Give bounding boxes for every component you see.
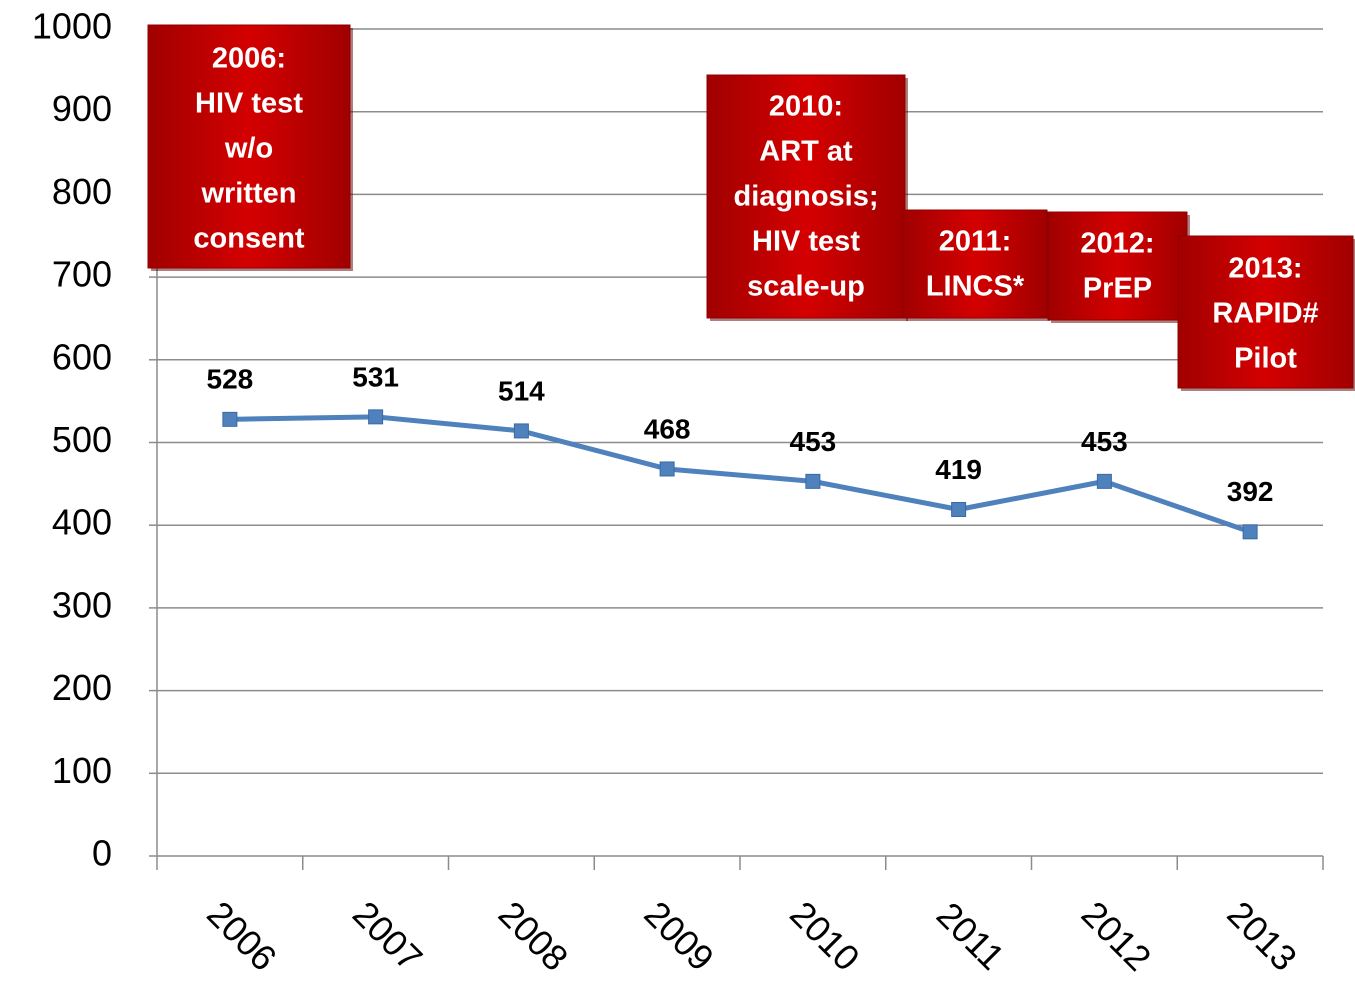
annotation-text: LINCS* <box>926 271 1025 303</box>
marker <box>1096 473 1112 489</box>
y-tick-label: 800 <box>52 171 112 212</box>
y-tick-label: 400 <box>52 502 112 543</box>
annotation-text: diagnosis; <box>733 181 878 213</box>
annotation-text: ART at <box>759 136 853 168</box>
y-tick-label: 900 <box>52 88 112 129</box>
data-label: 531 <box>352 361 399 392</box>
annotation-box <box>902 209 1048 319</box>
marker <box>222 411 238 427</box>
marker <box>951 501 967 517</box>
data-label: 419 <box>935 454 982 485</box>
marker <box>659 461 675 477</box>
annotation-box <box>1177 235 1354 389</box>
marker <box>368 409 384 425</box>
data-label: 514 <box>498 375 545 406</box>
y-tick-label: 600 <box>52 336 112 377</box>
data-label: 453 <box>1081 426 1128 457</box>
annotation-text: Pilot <box>1234 343 1297 375</box>
y-tick-label: 1000 <box>32 6 112 47</box>
annotation-text: 2012: <box>1080 228 1154 260</box>
annotation-text: HIV test <box>195 88 303 120</box>
y-tick-label: 100 <box>52 750 112 791</box>
data-label: 468 <box>644 413 691 444</box>
annotation-text: HIV test <box>752 226 860 258</box>
line <box>229 414 1251 535</box>
annotation-text: 2011: <box>939 226 1012 258</box>
annotation-text: w/o <box>224 133 273 165</box>
x-tick-label: 2009 <box>636 893 722 979</box>
data-label: 528 <box>207 364 254 395</box>
annotation-box <box>706 74 906 319</box>
x-tick-label: 2006 <box>199 893 285 979</box>
y-tick-label: 700 <box>52 254 112 295</box>
annotation-text: PrEP <box>1083 273 1152 305</box>
y-tick-label: 200 <box>52 667 112 708</box>
annotation-text: RAPID# <box>1212 298 1318 330</box>
annotation-text: 2010: <box>769 91 843 123</box>
data-label: 453 <box>790 426 837 457</box>
y-tick-label: 500 <box>52 419 112 460</box>
x-tick-label: 2013 <box>1219 893 1305 979</box>
annotation-box <box>147 24 351 269</box>
annotation-text: 2013: <box>1228 253 1302 285</box>
annotation-text: 2006: <box>212 43 286 75</box>
marker <box>805 473 821 489</box>
x-tick-label: 2010 <box>782 893 868 979</box>
annotation-text: scale-up <box>747 271 865 303</box>
y-tick-label: 300 <box>52 584 112 625</box>
x-tick-label: 2008 <box>491 893 577 979</box>
x-tick-label: 2012 <box>1074 893 1160 979</box>
marker <box>1242 524 1258 540</box>
x-tick-label: 2011 <box>929 894 1013 978</box>
annotation-text: written <box>200 178 296 210</box>
x-tick-label: 2007 <box>345 893 431 979</box>
data-label: 392 <box>1227 476 1274 507</box>
y-tick-label: 0 <box>92 833 112 874</box>
annotation-text: consent <box>193 223 305 255</box>
annotation-box <box>1047 211 1188 321</box>
marker <box>513 423 529 439</box>
